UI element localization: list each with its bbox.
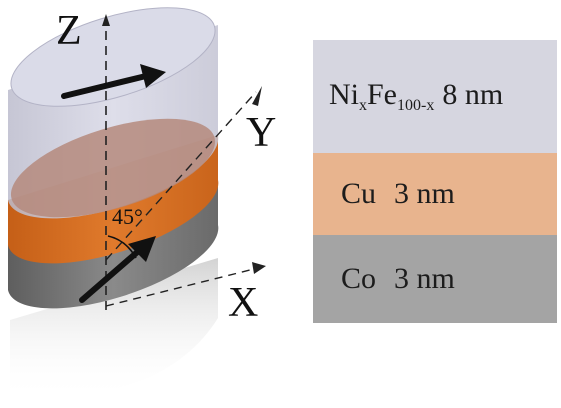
y-axis-arrowhead [252,86,262,106]
cu-top-surface [10,118,216,218]
y-axis [105,91,257,261]
layer-co-thickness: 3 nm [394,262,455,295]
layer-nife-sub-100x: 100-x [397,97,435,114]
layer-nife-thickness: 8 nm [442,78,504,111]
layer-co-material: Co [341,262,377,295]
cylinder-reflection [10,258,218,400]
z-axis-label: Z [56,8,82,54]
layer-nife: NixFe100-x 8 nm [313,40,557,153]
layer-nife-material-ni: Ni [329,78,359,111]
angle-label: 45° [112,204,143,229]
layer-stack: NixFe100-x 8 nm Cu 3 nm Co 3 nm [313,40,557,323]
layer-cu-label: Cu 3 nm [313,177,455,211]
layer-co: Co 3 nm [313,235,557,323]
layer-co-label: Co 3 nm [313,262,455,296]
x-axis [105,267,259,307]
nife-top-surface [10,7,216,107]
y-axis-label: Y [246,110,276,156]
layer-cu-thickness: 3 nm [394,177,455,210]
x-axis-label: X [228,280,258,326]
layer-nife-material-fe: Fe [367,78,397,111]
co-magnetization-arrowhead [128,236,156,262]
layer-nife-label: NixFe100-x 8 nm [313,78,503,115]
co-magnetization-arrow [79,245,145,303]
layer-nife-sub-x: x [359,97,367,114]
angle-arc [107,235,137,259]
nife-magnetization-arrow [61,73,149,99]
x-axis-arrowhead [252,262,266,274]
layer-cu-material: Cu [341,177,377,210]
layer-cu: Cu 3 nm [313,153,557,235]
z-axis-arrowhead [102,14,110,26]
nife-magnetization-arrowhead [140,64,166,88]
